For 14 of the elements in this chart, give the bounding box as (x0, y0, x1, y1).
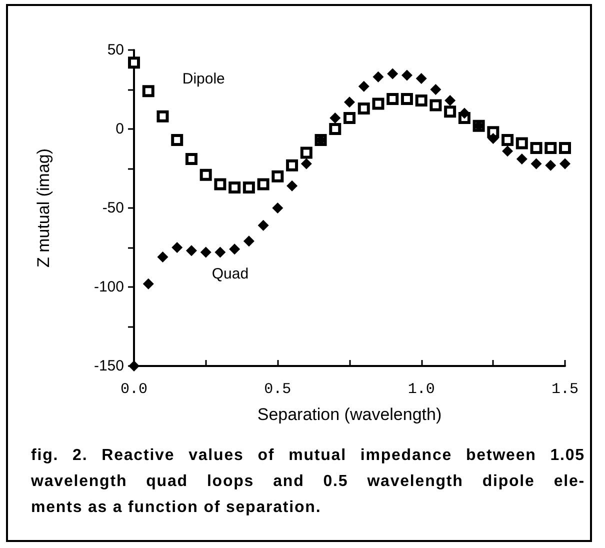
caption: fig. 2. Reactive values of mutual impedance between 1.05 wavelength quad loops and 0.5 wavelength dipole ele- ments as a function of separation. (31, 446, 585, 518)
x-tick-label: 0.0 (120, 381, 148, 398)
x-axis-title: Separation (wavelength) (257, 405, 442, 424)
y-tick-label: -150 (94, 358, 124, 374)
y-tick-label: 0 (116, 120, 124, 138)
x-tick-label: 0.5 (264, 381, 292, 398)
y-tick-label: 50 (107, 42, 124, 58)
series-label: Dipole (182, 70, 225, 88)
y-tick-label: -100 (94, 278, 124, 296)
series-label: Quad (212, 266, 249, 283)
y-tick-label: -50 (102, 200, 124, 216)
x-tick-label: 1.0 (408, 381, 435, 398)
x-tick-label: 1.5 (551, 381, 579, 398)
y-axis-title: Z mutual (imag) (34, 148, 53, 268)
